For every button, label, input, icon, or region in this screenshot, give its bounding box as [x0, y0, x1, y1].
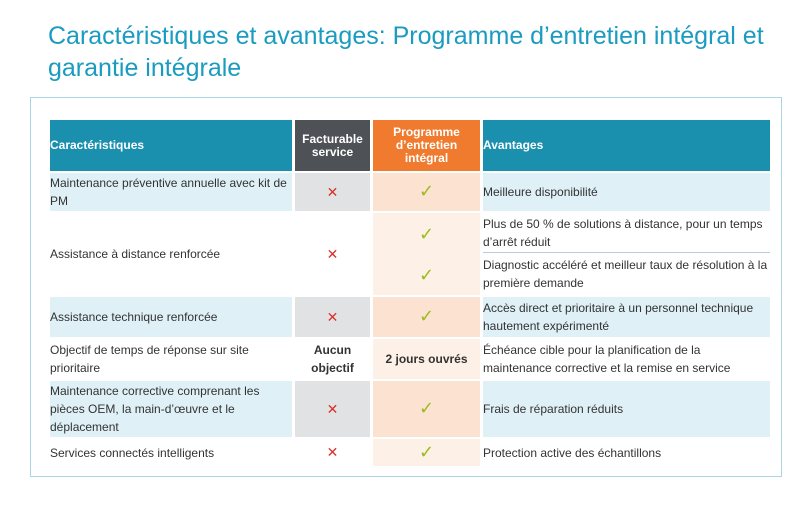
table-row: Diagnostic accéléré et meilleur taux de …: [50, 253, 770, 295]
benefit-cell: Meilleure disponibilité: [483, 171, 770, 211]
feature-cell: Assistance à distance renforcée: [50, 211, 295, 295]
program-cell: 2 jours ouvrés: [373, 337, 483, 379]
header-program: Programme d’entretien intégral: [373, 120, 483, 171]
feature-cell: Objectif de temps de réponse sur site pr…: [50, 337, 295, 379]
feature-cell: Maintenance corrective comprenant les pi…: [50, 379, 295, 437]
benefit-cell: Plus de 50 % de solutions à distance, po…: [483, 211, 770, 253]
header-billable: Facturable service: [295, 120, 373, 171]
check-icon: ✓: [418, 223, 435, 244]
check-icon: ✓: [418, 181, 435, 201]
feature-cell: Maintenance préventive annuelle avec kit…: [50, 171, 295, 211]
table-header-row: Caractéristiques Facturable service Prog…: [50, 120, 770, 171]
benefit-cell: Protection active des échantillons: [483, 437, 770, 466]
feature-cell: Assistance technique renforcée: [50, 295, 295, 337]
features-table: Caractéristiques Facturable service Prog…: [50, 120, 770, 466]
cross-icon: ✕: [326, 400, 339, 417]
benefit-cell: Échéance cible pour la planification de …: [483, 337, 770, 379]
cross-icon: ✕: [326, 183, 339, 200]
table-row: Maintenance préventive annuelle avec kit…: [50, 171, 770, 211]
billable-cell: Aucun objectif: [295, 337, 373, 379]
check-icon: ✓: [418, 264, 435, 285]
page-title: Caractéristiques et avantages: Programme…: [48, 22, 764, 82]
check-icon: ✓: [418, 306, 435, 326]
table-row: Services connectés intelligents ✕ ✓ Prot…: [50, 437, 770, 466]
check-icon: ✓: [418, 398, 435, 418]
cross-icon: ✕: [326, 444, 339, 460]
header-features: Caractéristiques: [50, 120, 295, 171]
benefit-cell: Diagnostic accéléré et meilleur taux de …: [483, 253, 770, 295]
benefit-cell: Accès direct et prioritaire à un personn…: [483, 295, 770, 337]
cross-icon: ✕: [326, 308, 339, 325]
table-row: Assistance technique renforcée ✕ ✓ Accès…: [50, 295, 770, 337]
table-frame: [30, 97, 782, 477]
table-row: Maintenance corrective comprenant les pi…: [50, 379, 770, 437]
table-row: Objectif de temps de réponse sur site pr…: [50, 337, 770, 379]
table-row: Assistance à distance renforcée ✕ ✓ ✓ Pl…: [50, 211, 770, 295]
check-icon: ✓: [418, 441, 435, 462]
benefit-cell: Frais de réparation réduits: [483, 379, 770, 437]
cross-icon: ✕: [326, 245, 339, 262]
feature-cell: Services connectés intelligents: [50, 437, 295, 466]
header-benefits: Avantages: [483, 120, 770, 171]
